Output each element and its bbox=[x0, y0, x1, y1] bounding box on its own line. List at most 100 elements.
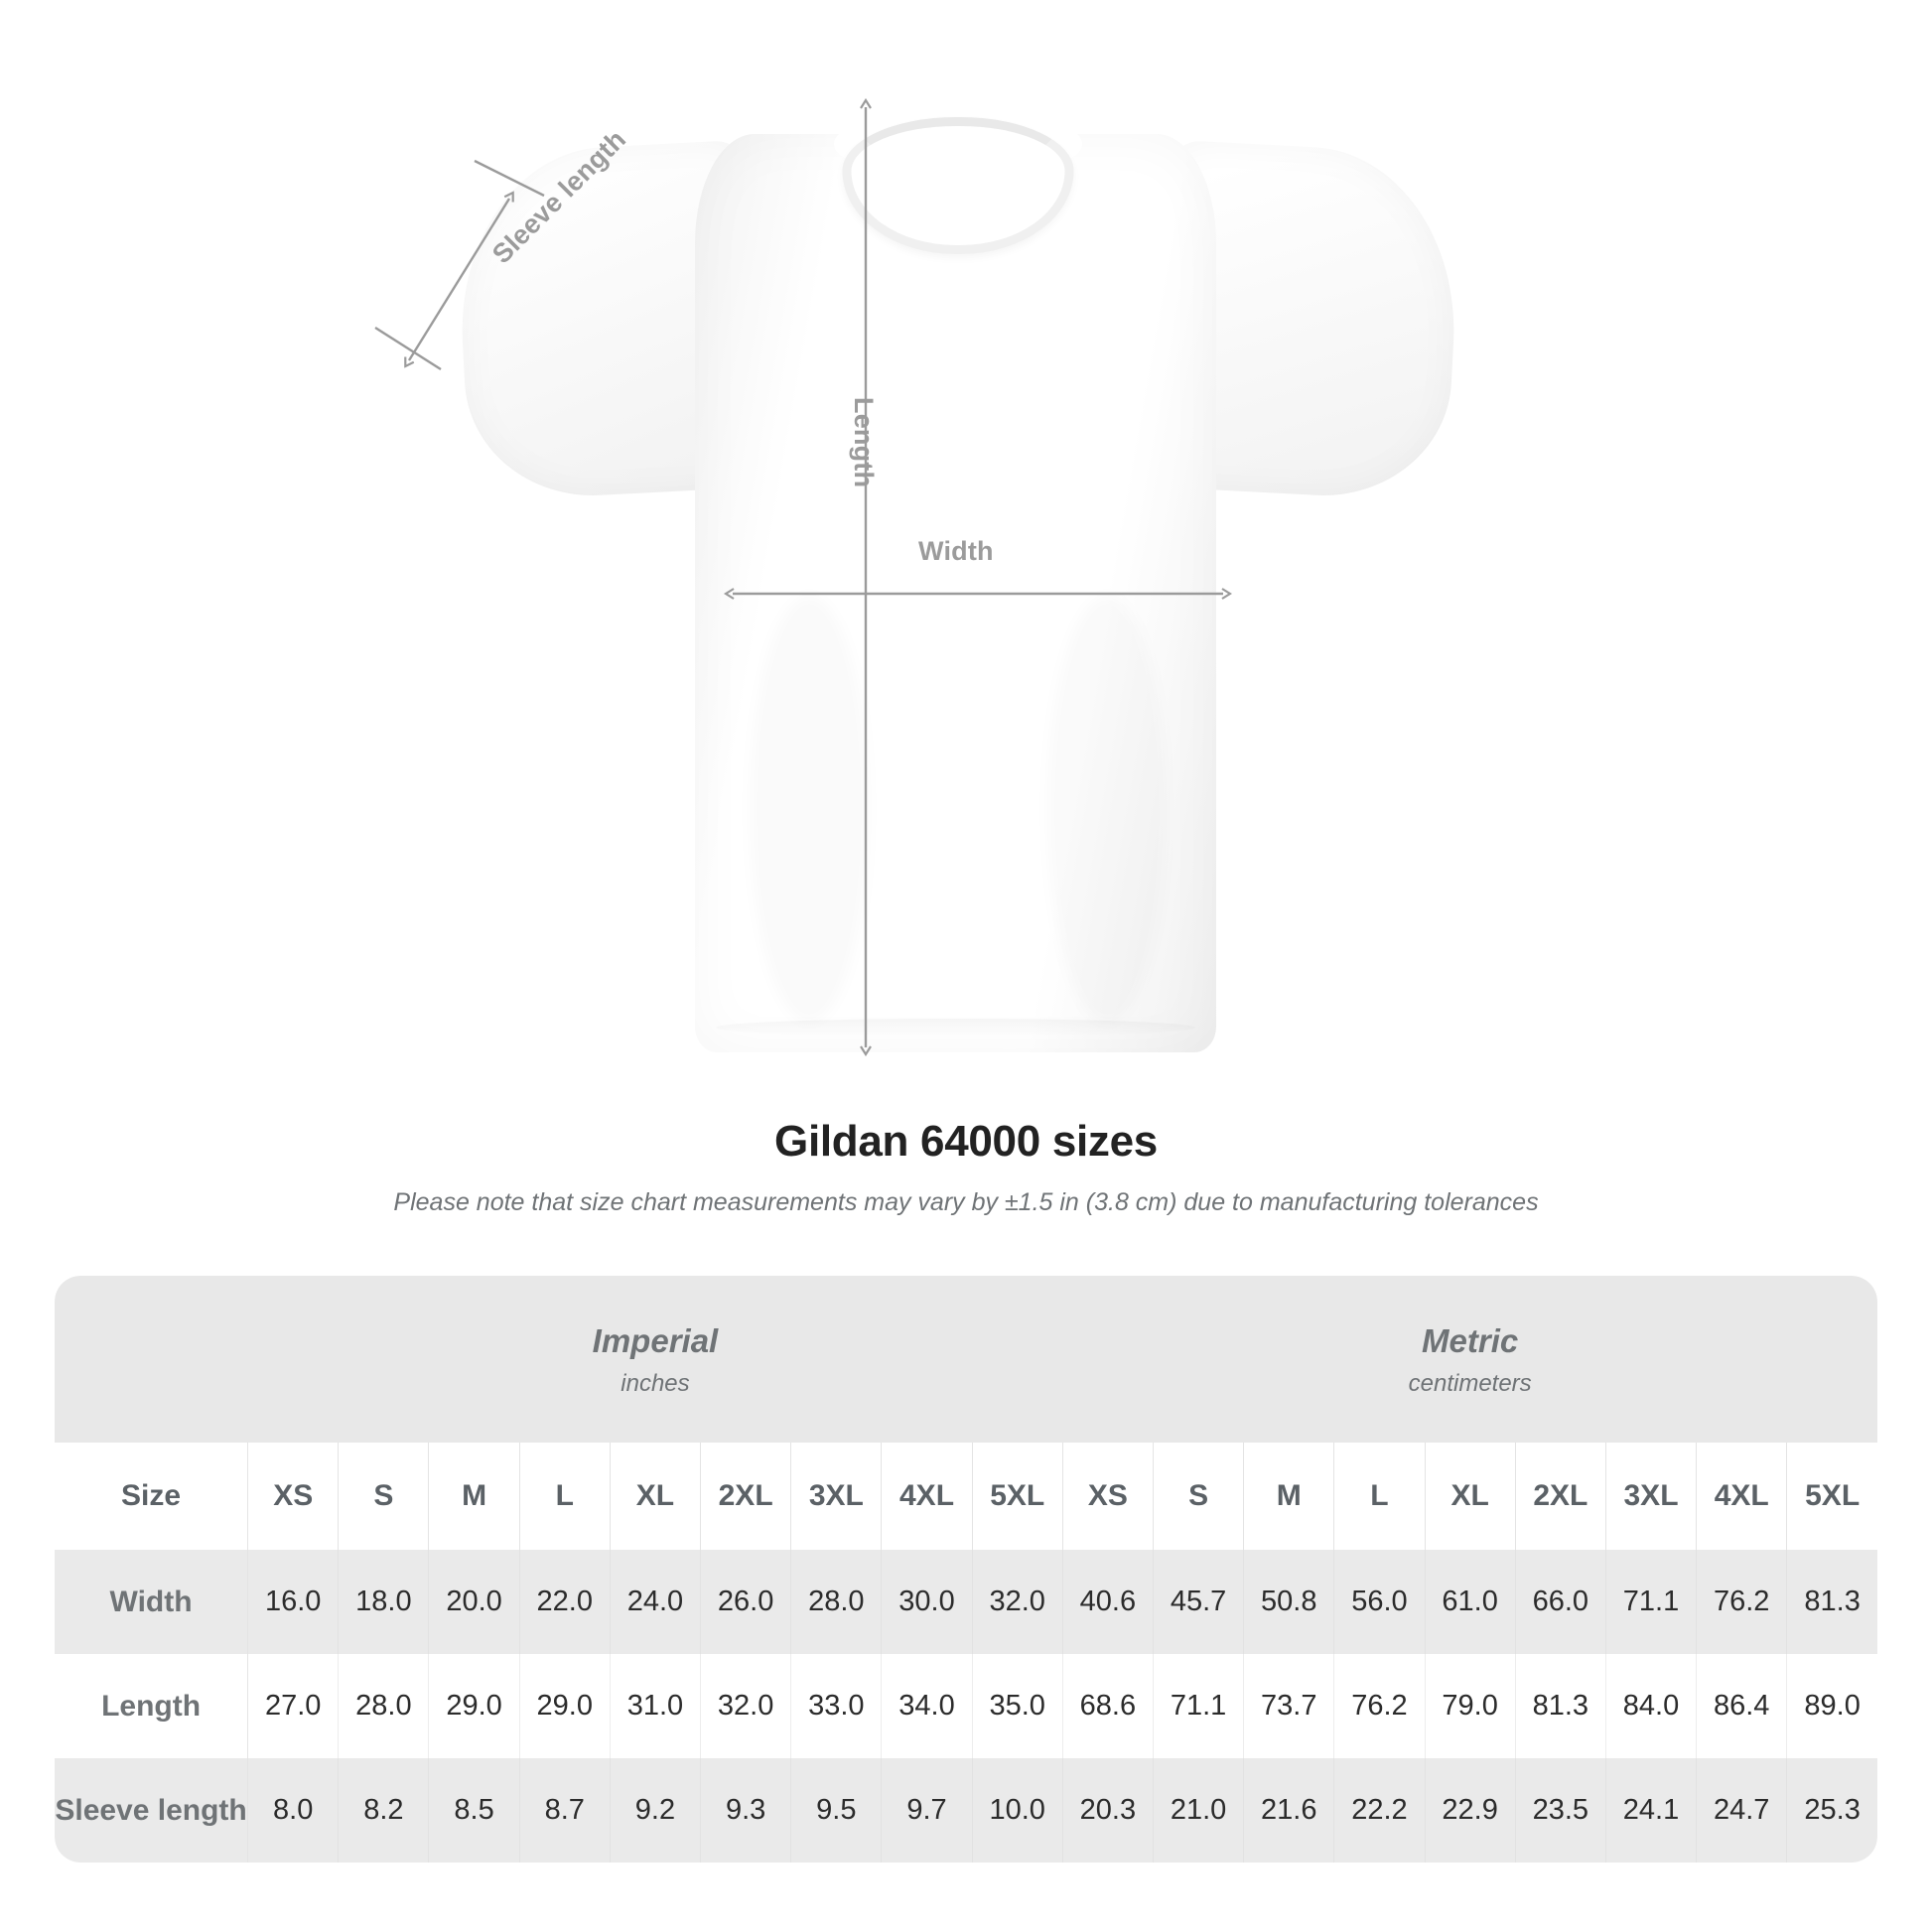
unit-row-corner bbox=[55, 1276, 248, 1443]
size-header-imperial-2xl: 2XL bbox=[700, 1443, 792, 1550]
cell-length-metric-4xl: 86.4 bbox=[1696, 1654, 1788, 1758]
size-header-imperial-l: L bbox=[519, 1443, 611, 1550]
cell-width-metric-xl: 61.0 bbox=[1425, 1550, 1516, 1654]
cell-sleeve-length-imperial-5xl: 10.0 bbox=[972, 1758, 1063, 1863]
cell-width-imperial-4xl: 30.0 bbox=[881, 1550, 973, 1654]
size-header-imperial-xs: XS bbox=[247, 1443, 340, 1550]
unit-group-name: Imperial bbox=[592, 1322, 719, 1360]
cell-width-metric-3xl: 71.1 bbox=[1605, 1550, 1698, 1654]
cell-length-imperial-4xl: 34.0 bbox=[881, 1654, 973, 1758]
cell-length-metric-l: 76.2 bbox=[1333, 1654, 1426, 1758]
size-header-metric-5xl: 5XL bbox=[1786, 1443, 1877, 1550]
size-header-imperial-s: S bbox=[338, 1443, 430, 1550]
table-row: Width 16.0 18.0 20.0 22.0 24.0 26.0 28.0 30.0 32.… bbox=[55, 1550, 1877, 1654]
cell-sleeve-length-metric-m: 21.6 bbox=[1243, 1758, 1335, 1863]
cell-width-imperial-l: 22.0 bbox=[519, 1550, 611, 1654]
size-header-metric-4xl: 4XL bbox=[1696, 1443, 1788, 1550]
table-row: Sleeve length 8.0 8.2 8.5 8.7 9.2 9.3 9.5 9.7 10.… bbox=[55, 1758, 1877, 1863]
size-chart-heading: Gildan 64000 sizes Please note that size… bbox=[0, 1117, 1932, 1217]
size-chart-table: Imperial inches Metric centimeters Size XS S M L… bbox=[55, 1276, 1877, 1863]
cell-sleeve-length-metric-s: 21.0 bbox=[1153, 1758, 1245, 1863]
size-header-metric-m: M bbox=[1243, 1443, 1335, 1550]
cell-sleeve-length-imperial-l: 8.7 bbox=[519, 1758, 611, 1863]
size-header-imperial-xl: XL bbox=[610, 1443, 702, 1550]
cell-width-metric-2xl: 66.0 bbox=[1515, 1550, 1606, 1654]
fabric-shadow-left bbox=[750, 596, 869, 1023]
cell-sleeve-length-metric-l: 22.2 bbox=[1333, 1758, 1426, 1863]
cell-sleeve-length-metric-3xl: 24.1 bbox=[1605, 1758, 1698, 1863]
unit-group-unit: inches bbox=[621, 1369, 690, 1397]
cell-sleeve-length-imperial-m: 8.5 bbox=[428, 1758, 520, 1863]
size-header-metric-s: S bbox=[1153, 1443, 1245, 1550]
tolerance-note: Please note that size chart measurements… bbox=[393, 1188, 1539, 1216]
size-label-header: Size bbox=[55, 1443, 249, 1550]
cell-length-metric-m: 73.7 bbox=[1243, 1654, 1335, 1758]
size-table-container: Imperial inches Metric centimeters Size XS S M L… bbox=[55, 1276, 1877, 1863]
cell-sleeve-length-imperial-s: 8.2 bbox=[338, 1758, 430, 1863]
cell-length-imperial-m: 29.0 bbox=[428, 1654, 520, 1758]
width-annotation-label: Width bbox=[918, 536, 994, 566]
cell-width-metric-m: 50.8 bbox=[1243, 1550, 1335, 1654]
tshirt-size-illustration: Width Length Sleeve length bbox=[374, 79, 1464, 1062]
cell-length-imperial-3xl: 33.0 bbox=[790, 1654, 883, 1758]
tshirt-collar bbox=[842, 117, 1074, 254]
unit-group-unit: centimeters bbox=[1408, 1369, 1532, 1397]
page-title: Gildan 64000 sizes bbox=[774, 1117, 1158, 1166]
cell-sleeve-length-imperial-xs: 8.0 bbox=[247, 1758, 340, 1863]
size-header-imperial-3xl: 3XL bbox=[790, 1443, 883, 1550]
cell-width-metric-l: 56.0 bbox=[1333, 1550, 1426, 1654]
cell-length-imperial-xl: 31.0 bbox=[610, 1654, 702, 1758]
cell-length-imperial-s: 28.0 bbox=[338, 1654, 430, 1758]
cell-width-imperial-xl: 24.0 bbox=[610, 1550, 702, 1654]
size-header-metric-l: L bbox=[1333, 1443, 1426, 1550]
cell-sleeve-length-metric-xl: 22.9 bbox=[1425, 1758, 1516, 1863]
size-header-imperial-5xl: 5XL bbox=[972, 1443, 1063, 1550]
cell-length-imperial-5xl: 35.0 bbox=[972, 1654, 1063, 1758]
cell-length-metric-3xl: 84.0 bbox=[1605, 1654, 1698, 1758]
unit-group-imperial: Imperial inches bbox=[247, 1276, 1063, 1443]
unit-group-metric: Metric centimeters bbox=[1062, 1276, 1877, 1443]
cell-sleeve-length-imperial-xl: 9.2 bbox=[610, 1758, 702, 1863]
row-label-width: Width bbox=[55, 1550, 249, 1654]
size-header-imperial-m: M bbox=[428, 1443, 520, 1550]
size-header-metric-xs: XS bbox=[1061, 1443, 1154, 1550]
size-header-metric-xl: XL bbox=[1425, 1443, 1516, 1550]
cell-width-metric-5xl: 81.3 bbox=[1786, 1550, 1877, 1654]
cell-sleeve-length-metric-4xl: 24.7 bbox=[1696, 1758, 1788, 1863]
cell-width-imperial-s: 18.0 bbox=[338, 1550, 430, 1654]
cell-width-imperial-xs: 16.0 bbox=[247, 1550, 340, 1654]
cell-width-imperial-2xl: 26.0 bbox=[700, 1550, 792, 1654]
size-header-row: Size XS S M L XL 2XL 3XL 4XL 5XL XS S M L XL 2XL 3XL 4XL 5… bbox=[55, 1443, 1877, 1550]
cell-sleeve-length-imperial-2xl: 9.3 bbox=[700, 1758, 792, 1863]
size-header-imperial-4xl: 4XL bbox=[881, 1443, 973, 1550]
unit-header-row: Imperial inches Metric centimeters bbox=[55, 1276, 1877, 1443]
table-row: Length 27.0 28.0 29.0 29.0 31.0 32.0 33.0 34.0 35… bbox=[55, 1654, 1877, 1758]
cell-length-imperial-2xl: 32.0 bbox=[700, 1654, 792, 1758]
cell-sleeve-length-metric-xs: 20.3 bbox=[1061, 1758, 1154, 1863]
size-header-metric-3xl: 3XL bbox=[1605, 1443, 1698, 1550]
cell-width-imperial-3xl: 28.0 bbox=[790, 1550, 883, 1654]
cell-length-metric-s: 71.1 bbox=[1153, 1654, 1245, 1758]
row-label-sleeve-length: Sleeve length bbox=[55, 1758, 249, 1863]
cell-length-metric-xl: 79.0 bbox=[1425, 1654, 1516, 1758]
cell-sleeve-length-metric-5xl: 25.3 bbox=[1786, 1758, 1877, 1863]
cell-length-imperial-l: 29.0 bbox=[519, 1654, 611, 1758]
cell-width-metric-xs: 40.6 bbox=[1061, 1550, 1154, 1654]
cell-sleeve-length-imperial-4xl: 9.7 bbox=[881, 1758, 973, 1863]
cell-length-metric-xs: 68.6 bbox=[1061, 1654, 1154, 1758]
length-annotation-label: Length bbox=[849, 397, 879, 488]
cell-width-metric-4xl: 76.2 bbox=[1696, 1550, 1788, 1654]
fabric-shadow-right bbox=[1047, 596, 1167, 1023]
unit-group-name: Metric bbox=[1422, 1322, 1519, 1360]
cell-width-imperial-5xl: 32.0 bbox=[972, 1550, 1063, 1654]
size-header-metric-2xl: 2XL bbox=[1515, 1443, 1606, 1550]
cell-length-imperial-xs: 27.0 bbox=[247, 1654, 340, 1758]
tshirt-graphic bbox=[452, 79, 1464, 1062]
cell-length-metric-2xl: 81.3 bbox=[1515, 1654, 1606, 1758]
cell-length-metric-5xl: 89.0 bbox=[1786, 1654, 1877, 1758]
cell-sleeve-length-metric-2xl: 23.5 bbox=[1515, 1758, 1606, 1863]
row-label-length: Length bbox=[55, 1654, 249, 1758]
cell-sleeve-length-imperial-3xl: 9.5 bbox=[790, 1758, 883, 1863]
cell-width-metric-s: 45.7 bbox=[1153, 1550, 1245, 1654]
cell-width-imperial-m: 20.0 bbox=[428, 1550, 520, 1654]
